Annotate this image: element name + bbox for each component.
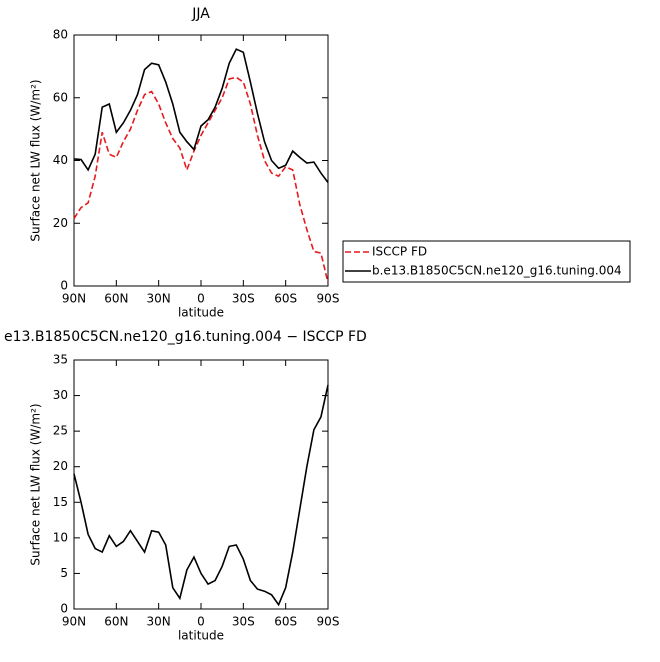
- x-axis-label: latitude: [178, 306, 224, 320]
- x-tick-label: 30S: [232, 292, 255, 306]
- y-tick-label: 20: [53, 459, 68, 473]
- y-tick-label: 60: [53, 90, 68, 104]
- y-axis-label: Surface net LW flux (W/m²): [29, 403, 43, 565]
- y-tick-label: 20: [53, 216, 68, 230]
- x-tick-label: 0: [197, 615, 205, 629]
- y-tick-label: 25: [53, 424, 68, 438]
- y-tick-label: 0: [60, 279, 68, 293]
- y-tick-label: 10: [53, 530, 68, 544]
- y-tick-label: 5: [60, 566, 68, 580]
- y-tick-label: 30: [53, 388, 68, 402]
- y-tick-label: 80: [53, 28, 68, 42]
- y-tick-label: 0: [60, 602, 68, 616]
- y-tick-label: 40: [53, 153, 68, 167]
- x-tick-label: 30N: [147, 292, 171, 306]
- x-tick-label: 60N: [104, 292, 128, 306]
- plot-frame: [73, 34, 329, 287]
- x-tick-label: 90S: [317, 292, 340, 306]
- y-tick-label: 15: [53, 495, 68, 509]
- x-tick-label: 90N: [62, 615, 86, 629]
- x-tick-label: 60N: [104, 615, 128, 629]
- x-tick-label: 30S: [232, 615, 255, 629]
- chart-title: JJA: [191, 6, 210, 22]
- data-line: [73, 48, 329, 183]
- chart-title: e13.B1850C5CN.ne120_g16.tuning.004 − ISC…: [4, 329, 367, 345]
- x-tick-label: 30N: [147, 615, 171, 629]
- y-axis-label: Surface net LW flux (W/m²): [29, 79, 43, 241]
- x-tick-label: 60S: [274, 292, 297, 306]
- x-tick-label: 90S: [317, 615, 340, 629]
- x-tick-label: 0: [197, 292, 205, 306]
- data-line: [73, 384, 329, 607]
- data-line: [73, 76, 329, 284]
- legend-label: b.e13.B1850C5CN.ne120_g16.tuning.004: [372, 264, 622, 278]
- legend-label: ISCCP FD: [372, 245, 427, 259]
- x-tick-label: 90N: [62, 292, 86, 306]
- y-tick-label: 35: [53, 353, 68, 367]
- legend-box: [342, 240, 631, 283]
- x-tick-label: 60S: [274, 615, 297, 629]
- x-axis-label: latitude: [178, 629, 224, 643]
